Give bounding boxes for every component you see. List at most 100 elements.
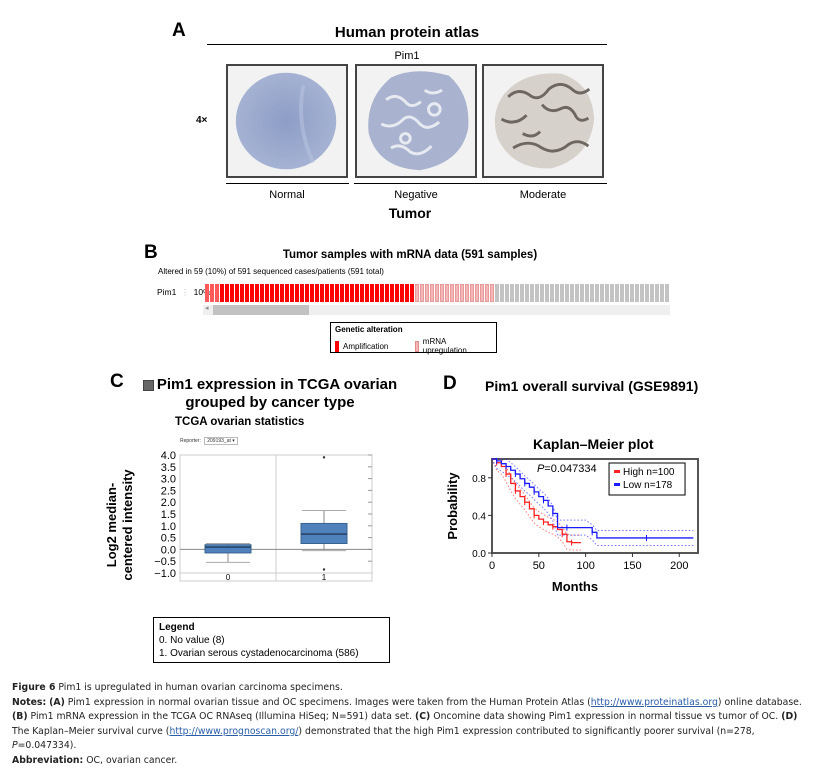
sample-bar-amplification[interactable] — [210, 284, 214, 302]
sample-bar-amplification[interactable] — [360, 284, 364, 302]
sample-bar-amplification[interactable] — [320, 284, 324, 302]
sample-bar-unaltered[interactable] — [645, 284, 649, 302]
sample-bar-amplification[interactable] — [275, 284, 279, 302]
oncoprint-scrollbar[interactable]: ◂ — [203, 305, 670, 315]
sample-bar-unaltered[interactable] — [630, 284, 634, 302]
sample-bar-amplification[interactable] — [270, 284, 274, 302]
sample-bar-amplification[interactable] — [260, 284, 264, 302]
sample-bar-amplification[interactable] — [370, 284, 374, 302]
sample-bar-unaltered[interactable] — [655, 284, 659, 302]
sample-bar-mrna-upregulation[interactable] — [430, 284, 434, 302]
sample-bar-unaltered[interactable] — [575, 284, 579, 302]
sample-bar-amplification[interactable] — [225, 284, 229, 302]
sample-bar-mrna-upregulation[interactable] — [475, 284, 479, 302]
sample-bar-amplification[interactable] — [250, 284, 254, 302]
sample-bar-mrna-upregulation[interactable] — [460, 284, 464, 302]
sample-bar-amplification[interactable] — [340, 284, 344, 302]
sample-bar-amplification[interactable] — [385, 284, 389, 302]
sample-bar-amplification[interactable] — [245, 284, 249, 302]
sample-bar-amplification[interactable] — [330, 284, 334, 302]
sample-bar-amplification[interactable] — [395, 284, 399, 302]
sample-bar-unaltered[interactable] — [555, 284, 559, 302]
sample-bar-amplification[interactable] — [240, 284, 244, 302]
sample-bar-mrna-upregulation[interactable] — [450, 284, 454, 302]
sample-bar-unaltered[interactable] — [605, 284, 609, 302]
sample-bar-unaltered[interactable] — [570, 284, 574, 302]
sample-bar-unaltered[interactable] — [620, 284, 624, 302]
proteinatlas-link[interactable]: http://www.proteinatlas.org — [591, 697, 718, 708]
sample-bar-unaltered[interactable] — [530, 284, 534, 302]
sample-bar-mrna-upregulation[interactable] — [465, 284, 469, 302]
sample-bar-unaltered[interactable] — [600, 284, 604, 302]
sample-bar-amplification[interactable] — [230, 284, 234, 302]
sample-bar-unaltered[interactable] — [660, 284, 664, 302]
sample-bar-amplification[interactable] — [310, 284, 314, 302]
sample-bar-amplification[interactable] — [375, 284, 379, 302]
sample-bar-amplification[interactable] — [390, 284, 394, 302]
sample-bar-mrna-upregulation[interactable] — [425, 284, 429, 302]
sample-bar-unaltered[interactable] — [635, 284, 639, 302]
sample-bar-amplification[interactable] — [335, 284, 339, 302]
drag-handle-icon[interactable]: ⋮ — [181, 287, 190, 297]
sample-bar-amplification[interactable] — [355, 284, 359, 302]
sample-bar-amplification[interactable] — [235, 284, 239, 302]
sample-bar-amplification[interactable] — [315, 284, 319, 302]
sample-bar-unaltered[interactable] — [640, 284, 644, 302]
sample-bar-amplification[interactable] — [305, 284, 309, 302]
sample-bar-unaltered[interactable] — [610, 284, 614, 302]
sample-bar-unaltered[interactable] — [520, 284, 524, 302]
sample-bar-amplification[interactable] — [220, 284, 224, 302]
sample-bar-unaltered[interactable] — [540, 284, 544, 302]
sample-bar-amplification[interactable] — [265, 284, 269, 302]
sample-bar-unaltered[interactable] — [560, 284, 564, 302]
sample-bar-unaltered[interactable] — [665, 284, 669, 302]
sample-bar-amplification[interactable] — [290, 284, 294, 302]
sample-bar-amplification[interactable] — [300, 284, 304, 302]
sample-bar-unaltered[interactable] — [505, 284, 509, 302]
sample-bar-mrna-upregulation[interactable] — [455, 284, 459, 302]
sample-bar-amplification[interactable] — [345, 284, 349, 302]
sample-bar-unaltered[interactable] — [625, 284, 629, 302]
sample-bar-mrna-upregulation[interactable] — [490, 284, 494, 302]
sample-bar-unaltered[interactable] — [500, 284, 504, 302]
prognoscan-link[interactable]: http://www.prognoscan.org/ — [169, 726, 298, 737]
scroll-left-arrow-icon[interactable]: ◂ — [205, 304, 209, 312]
sample-bar-unaltered[interactable] — [535, 284, 539, 302]
sample-bar-amplification[interactable] — [255, 284, 259, 302]
sample-bar-mrna-upregulation[interactable] — [470, 284, 474, 302]
sample-bar-unaltered[interactable] — [565, 284, 569, 302]
scrollbar-thumb[interactable] — [213, 305, 309, 315]
sample-bar-mrna-upregulation[interactable] — [445, 284, 449, 302]
sample-bar-amplification[interactable] — [280, 284, 284, 302]
sample-bar-amplification[interactable] — [295, 284, 299, 302]
sample-bar-amplification[interactable] — [205, 284, 209, 302]
sample-bar-mrna-upregulation[interactable] — [440, 284, 444, 302]
sample-bar-amplification[interactable] — [285, 284, 289, 302]
sample-bar-unaltered[interactable] — [590, 284, 594, 302]
sample-bar-amplification[interactable] — [325, 284, 329, 302]
sample-bar-mrna-upregulation[interactable] — [480, 284, 484, 302]
reporter-select[interactable]: 209193_at ▾ — [204, 437, 238, 445]
sample-bar-unaltered[interactable] — [580, 284, 584, 302]
sample-bar-unaltered[interactable] — [595, 284, 599, 302]
sample-bar-amplification[interactable] — [365, 284, 369, 302]
sample-bar-mrna-upregulation[interactable] — [485, 284, 489, 302]
sample-bar-unaltered[interactable] — [550, 284, 554, 302]
sample-bar-amplification[interactable] — [380, 284, 384, 302]
sample-bar-unaltered[interactable] — [650, 284, 654, 302]
sample-bar-amplification[interactable] — [400, 284, 404, 302]
sample-bar-unaltered[interactable] — [545, 284, 549, 302]
sample-bar-unaltered[interactable] — [515, 284, 519, 302]
sample-bar-unaltered[interactable] — [495, 284, 499, 302]
sample-bar-mrna-upregulation[interactable] — [435, 284, 439, 302]
sample-bar-unaltered[interactable] — [510, 284, 514, 302]
sample-bar-unaltered[interactable] — [525, 284, 529, 302]
sample-bar-mrna-upregulation[interactable] — [420, 284, 424, 302]
sample-bar-amplification[interactable] — [215, 284, 219, 302]
sample-bar-mrna-upregulation[interactable] — [415, 284, 419, 302]
sample-bar-amplification[interactable] — [405, 284, 409, 302]
sample-bar-unaltered[interactable] — [585, 284, 589, 302]
sample-bar-amplification[interactable] — [410, 284, 414, 302]
sample-bar-amplification[interactable] — [350, 284, 354, 302]
sample-bar-unaltered[interactable] — [615, 284, 619, 302]
